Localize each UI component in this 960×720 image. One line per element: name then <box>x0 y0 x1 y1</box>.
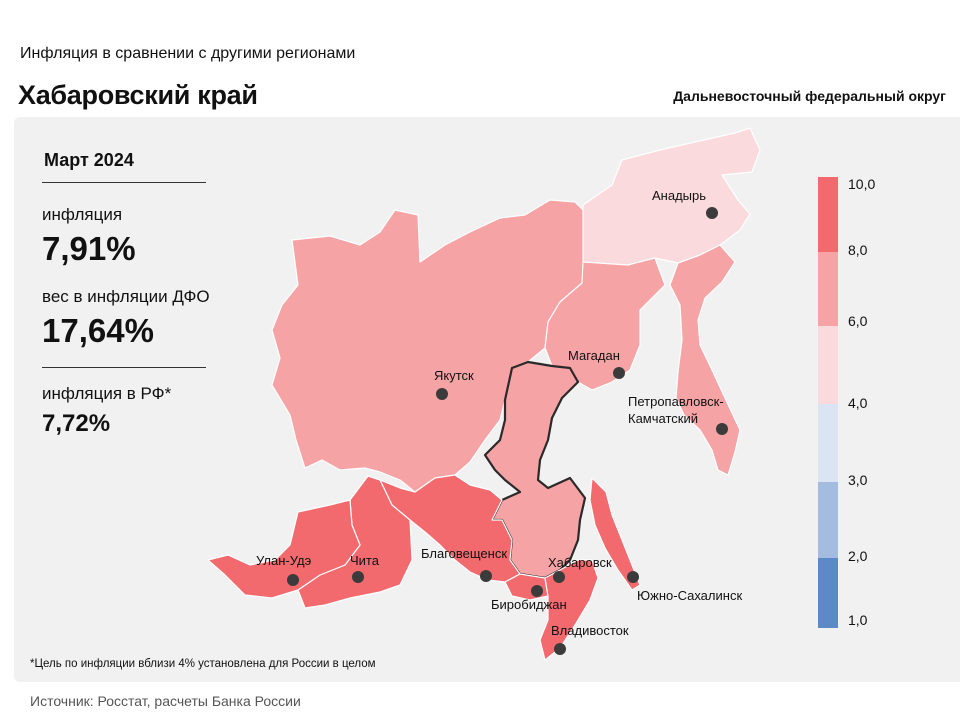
city-marker-magadan <box>613 367 625 379</box>
period-label: Март 2024 <box>44 150 134 170</box>
city-label: Южно-Сахалинск <box>637 588 742 603</box>
city-marker-yuzhno-sakhalinsk <box>627 571 639 583</box>
weight-label: вес в инфляции ДФО <box>42 287 210 306</box>
legend-tick: 3,0 <box>848 472 868 488</box>
inflation-label: инфляция <box>42 205 123 224</box>
city-marker-yakutsk <box>436 388 448 400</box>
legend-bin-6-8 <box>818 252 838 326</box>
legend-tick: 6,0 <box>848 313 868 329</box>
city-label: Благовещенск <box>421 546 507 561</box>
region-buryatia <box>207 499 361 599</box>
city-marker-petropavlovsk <box>716 423 728 435</box>
region-sakhalin <box>589 477 641 591</box>
legend-tick: 2,0 <box>848 548 868 564</box>
city-label: Анадырь <box>652 188 706 203</box>
legend-tick: 4,0 <box>848 395 868 411</box>
divider <box>42 367 206 368</box>
city-marker-blagoveshchensk <box>480 570 492 582</box>
city-marker-khabarovsk <box>553 571 565 583</box>
rf-inflation-label: инфляция в РФ* <box>42 384 172 403</box>
city-label: Владивосток <box>551 623 629 638</box>
region-kamchatka <box>669 244 741 476</box>
region-primorye <box>539 559 599 661</box>
region-khabarovsk <box>483 360 587 580</box>
region-magadan <box>544 257 666 391</box>
legend-tick: 1,0 <box>848 612 868 628</box>
city-label: Биробиджан <box>491 597 567 612</box>
city-marker-birobidzhan <box>531 585 543 597</box>
city-marker-chita <box>352 571 364 583</box>
legend-bin-8-10 <box>818 177 838 252</box>
legend-scale <box>818 177 838 628</box>
city-label: Петропавловск- <box>628 394 724 409</box>
chart-subtitle: Инфляция в сравнении с другими регионами <box>20 45 356 62</box>
city-label: Хабаровск <box>548 555 612 570</box>
city-label: Якутск <box>434 368 474 383</box>
region-title: Хабаровский край <box>18 80 258 110</box>
divider <box>42 182 206 183</box>
source-note: Источник: Росстат, расчеты Банка России <box>30 693 301 709</box>
city-marker-ulan-ude <box>287 574 299 586</box>
weight-value: 17,64% <box>42 312 154 349</box>
city-marker-vladivostok <box>554 643 566 655</box>
city-marker-anadyr <box>706 207 718 219</box>
city-label: Улан-Удэ <box>256 553 312 568</box>
city-label: Магадан <box>568 348 620 363</box>
legend-bin-3-4 <box>818 404 838 482</box>
footnote: *Цель по инфляции вблизи 4% установлена … <box>30 658 376 670</box>
legend-tick: 10,0 <box>848 176 876 192</box>
city-label: Чита <box>350 553 380 568</box>
legend-bin-2-3 <box>818 482 838 558</box>
legend-tick: 8,0 <box>848 242 868 258</box>
inflation-value: 7,91% <box>42 230 136 267</box>
district-label: Дальневосточный федеральный округ <box>673 88 946 104</box>
region-amur <box>379 474 521 583</box>
legend-bin-1-2 <box>818 558 838 628</box>
city-label: Камчатский <box>628 411 698 426</box>
legend-bin-4-6 <box>818 326 838 404</box>
rf-inflation-value: 7,72% <box>42 410 111 437</box>
